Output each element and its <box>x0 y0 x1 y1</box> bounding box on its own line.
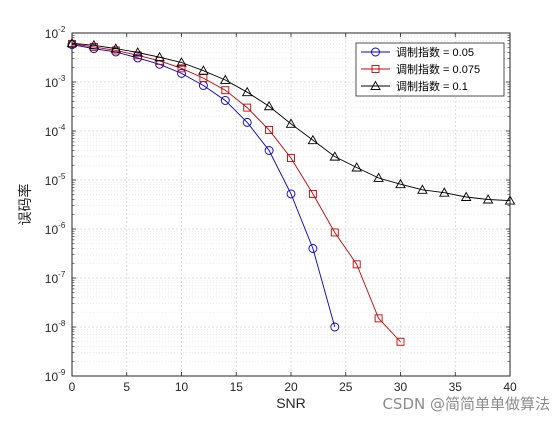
data-point <box>243 103 252 112</box>
data-point <box>374 314 383 323</box>
data-point <box>88 39 100 50</box>
x-axis-label: SNR <box>276 395 306 411</box>
data-point <box>330 228 339 237</box>
data-point <box>220 96 230 105</box>
y-tick-label: 10-5 <box>45 172 66 188</box>
data-point <box>482 194 494 204</box>
data-point <box>285 118 297 128</box>
legend-marker <box>371 65 380 73</box>
legend-label: 调制指数 = 0.05 <box>396 45 474 59</box>
legend-item-3: 调制指数 = 0.1 <box>361 79 468 93</box>
y-tick-label: 10-7 <box>45 270 66 286</box>
data-point <box>352 260 361 269</box>
y-tick-label: 10-9 <box>45 368 66 384</box>
y-tick-label: 10-6 <box>45 221 66 237</box>
x-tick-label: 5 <box>123 380 130 394</box>
y-tick-label: 10-8 <box>45 319 66 335</box>
data-point <box>308 244 318 253</box>
data-point <box>264 146 274 155</box>
data-point <box>220 74 231 84</box>
data-point <box>132 47 143 57</box>
data-point <box>110 43 122 53</box>
data-point <box>286 189 296 199</box>
series-group <box>66 37 516 346</box>
data-point <box>395 178 406 189</box>
x-tick-label: 10 <box>175 380 189 394</box>
data-point <box>242 117 252 127</box>
series-line <box>71 42 511 202</box>
data-point <box>155 59 165 69</box>
y-tick-label: 10-3 <box>45 74 66 90</box>
legend-item-2: 调制指数 = 0.075 <box>361 62 480 76</box>
data-point <box>221 86 230 95</box>
data-point <box>263 100 275 111</box>
series-line <box>71 43 401 343</box>
x-tick-label: 15 <box>230 380 244 394</box>
data-point <box>154 51 165 62</box>
legend-item-1: 调制指数 = 0.05 <box>361 45 474 59</box>
legend-label: 调制指数 = 0.075 <box>396 62 480 76</box>
data-point <box>177 64 186 73</box>
data-point <box>265 126 274 134</box>
series-3 <box>66 37 516 205</box>
data-point <box>133 51 142 60</box>
x-tick-label: 0 <box>69 380 76 394</box>
y-tick-label: 10-2 <box>45 25 66 41</box>
data-point <box>241 86 253 97</box>
data-point <box>330 322 340 332</box>
legend-marker <box>370 80 381 90</box>
legend: 调制指数 = 0.05 调制指数 = 0.075 调制指数 = 0.1 <box>355 42 505 97</box>
watermark: CSDN @简简单单做算法 <box>382 395 550 413</box>
data-point <box>329 151 341 161</box>
data-point <box>351 162 362 172</box>
x-tick-label: 30 <box>394 380 408 394</box>
x-tick-label: 35 <box>449 380 463 394</box>
data-point <box>417 184 428 194</box>
data-point <box>396 337 405 346</box>
ticks: 0 5 10 15 20 25 30 35 40 10-9 10-8 10-7 10-6 10-5 10-4… <box>45 25 517 394</box>
data-point <box>176 57 187 67</box>
y-tick-label: 10-4 <box>45 123 66 139</box>
legend-marker <box>371 47 380 57</box>
data-point <box>308 189 317 198</box>
data-point <box>460 191 472 201</box>
data-point <box>307 134 319 145</box>
legend-label: 调制指数 = 0.1 <box>396 79 468 93</box>
data-point <box>177 68 186 78</box>
data-point <box>287 154 295 163</box>
data-point <box>133 53 143 63</box>
data-point <box>373 172 384 182</box>
data-point <box>198 65 209 75</box>
x-tick-label: 25 <box>339 380 353 394</box>
data-point <box>439 187 450 197</box>
x-tick-label: 20 <box>284 380 298 394</box>
x-tick-label: 40 <box>503 380 517 394</box>
y-axis-label: 误码率 <box>17 184 34 226</box>
